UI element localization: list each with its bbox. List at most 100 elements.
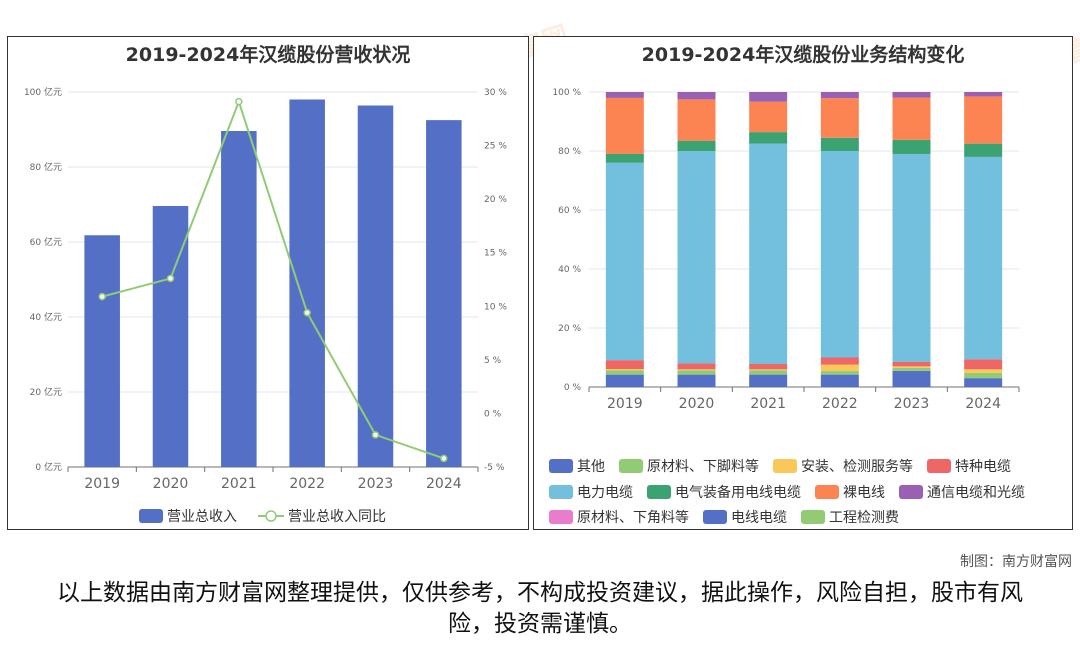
revenue-bar [357,105,394,467]
yoy-growth-point [303,308,311,317]
stacked-bar-segment [820,92,859,99]
legend-swatch [619,459,643,473]
legend-label: 电线电缆 [731,510,787,526]
stacked-bar-segment [749,132,788,144]
legend-label: 电气装备用电线电缆 [675,484,801,501]
x-tick-label: 2024 [965,396,1001,412]
x-tick-label: 2024 [426,476,462,492]
stacked-bar-segment [605,92,644,98]
stacked-bar-segment [892,370,931,387]
stacked-bar-segment [605,153,644,163]
stacked-bar-segment [820,364,859,372]
stacked-bar-segment [749,101,788,133]
revenue-chart-svg: 0 亿元 20 亿元 40 亿元 60 亿元 80 亿元 100 亿元 -5 % 0 % 5 %… [24,86,507,525]
stacked-bar-segment [749,363,788,370]
legend-label: 安装、检测服务等 [801,458,913,475]
legend-swatch [773,459,797,473]
legend-label: 通信电缆和光缆 [927,485,1025,501]
x-tick-label: 2020 [679,396,715,412]
stacked-bar-segment [677,363,716,370]
stacked-bar-segment [605,360,644,370]
y-tick-label: 80 % [558,147,581,157]
y-right-tick-label: 0 % [484,409,502,419]
stacked-bar-segment [820,371,859,375]
y-right-tick-label: 5 % [484,356,502,366]
stacked-bar-segment [964,378,1003,387]
legend-swatch [703,510,727,524]
y-left-tick-label: 100 亿元 [24,86,62,98]
legend-swatch [549,510,573,524]
y-tick-label: 0 % [564,383,582,393]
stacked-bar-segment [605,369,644,371]
legend-swatch [549,485,573,499]
y-tick-label: 60 % [558,206,581,216]
legend-swatch [549,459,573,473]
stacked-bar-segment [677,369,716,371]
yoy-growth-point [371,431,380,439]
stacked-bar-segment [892,153,931,362]
legend-label: 营业总收入同比 [288,509,386,525]
structure-chart-svg: 0 % 20 % 40 % 60 % 80 % 100 % 2019 2020 2021 2022… [549,88,1025,526]
legend-label: 裸电线 [843,485,885,501]
stacked-bar-segment [749,92,788,102]
stacked-bar-segment [892,367,931,371]
y-left-tick-label: 20 亿元 [30,386,62,398]
y-left-tick-label: 60 亿元 [30,236,62,248]
revenue-bar [84,235,120,467]
y-right-tick-label: 10 % [484,302,507,312]
stacked-bar-segment [892,92,931,98]
stacked-bar-segment [605,97,644,154]
x-tick-label: 2019 [84,476,120,492]
legend-swatch [801,510,825,524]
yoy-growth-point [440,454,448,463]
stacked-bar-segment [892,361,931,367]
chart-credit: 制图：南方财富网 [960,554,1072,570]
x-tick-label: 2021 [750,396,786,412]
stacked-bar-segment [749,143,788,364]
stacked-bar-segment [749,369,788,371]
legend-label: 其他 [577,459,605,475]
stacked-bar-segment [820,374,859,387]
stacked-bar-segment [820,137,859,151]
stacked-bar-segment [605,370,644,375]
legend-label: 特种电缆 [955,459,1011,475]
y-tick-label: 20 % [558,324,581,334]
revenue-bar [221,131,257,467]
y-left-tick-label: 80 亿元 [30,161,62,173]
stacked-bar-segment [964,372,1003,379]
x-tick-label: 2020 [153,476,189,492]
y-right-tick-label: 30 % [484,88,507,98]
x-tick-label: 2022 [289,476,325,492]
yoy-growth-point [98,292,106,301]
legend-line-marker [265,510,277,522]
stacked-bar-segment [964,369,1003,373]
stacked-bar-segment [964,359,1003,370]
yoy-growth-point [166,274,175,283]
stacked-bar-segment [605,162,644,361]
structure-chart-title: 2019-2024年汉缆股份业务结构变化 [641,44,965,66]
stacked-bar-segment [677,370,716,375]
stacked-bar-segment [820,98,859,138]
x-tick-label: 2022 [822,396,858,412]
y-left-tick-label: 40 亿元 [30,311,62,323]
legend-label: 营业总收入 [167,509,237,525]
legend-label: 工程检测费 [829,510,899,526]
stacked-bar-segment [964,92,1003,97]
y-right-tick-label: -5 % [484,463,505,473]
y-right-tick-label: 25 % [484,142,507,152]
stacked-bar-segment [749,370,788,375]
stacked-bar-segment [964,96,1003,144]
legend-swatch [899,485,923,499]
y-right-tick-label: 15 % [484,249,507,259]
stacked-bar-segment [964,156,1003,360]
stacked-bar-segment [892,97,931,140]
disclaimer-text: 以上数据由南方财富网整理提供，仅供参考，不构成投资建议，据此操作，风险自担，股市… [57,580,1023,637]
stacked-bar-segment [677,92,716,100]
revenue-chart-title: 2019-2024年汉缆股份营收状况 [125,44,411,66]
stacked-bar-segment [820,151,859,358]
stacked-bar-segment [677,99,716,141]
revenue-chart-panel: 2019-2024年汉缆股份营收状况 0 亿元 20 亿元 40 亿元 60 亿元 80… [7,36,529,530]
stacked-bar-segment [964,143,1003,157]
legend-label: 原材料、下角料等 [577,509,689,526]
stacked-bar-segment [677,374,716,387]
